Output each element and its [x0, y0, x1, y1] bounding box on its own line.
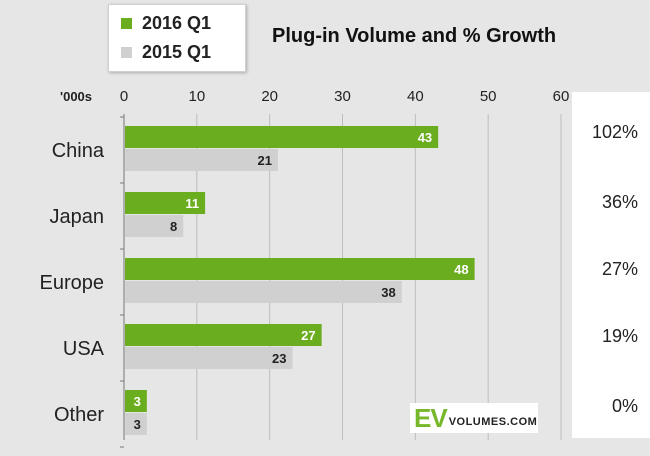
data-label-other-2016: 3: [134, 394, 141, 409]
legend-swatch-2015: [121, 47, 132, 58]
legend-swatch-2016: [121, 18, 132, 29]
labels-layer: 0 10 20 30 40 50 60 '000s China 43 21 Japan 11 8 Europ…: [40, 88, 570, 432]
category-label-china: China: [52, 140, 105, 162]
x-tick-label-20: 20: [261, 88, 278, 105]
x-tick-label-0: 0: [120, 88, 128, 105]
x-tick-label-60: 60: [553, 88, 570, 105]
bar-other-2016: [125, 390, 147, 412]
legend-label-2015: 2015 Q1: [142, 42, 212, 62]
bars-layer: [125, 126, 475, 435]
legend-item-2015: 2015 Q1: [121, 42, 211, 63]
legend: 2016 Q1 2015 Q1: [108, 4, 246, 72]
data-label-usa-2015: 23: [272, 351, 286, 366]
category-label-europe: Europe: [40, 272, 105, 294]
data-label-europe-2016: 48: [454, 262, 468, 277]
legend-label-2016: 2016 Q1: [142, 13, 212, 33]
bar-usa-2015: [125, 347, 293, 369]
bar-europe-2016: [125, 258, 475, 280]
data-label-other-2015: 3: [134, 417, 141, 432]
category-label-usa: USA: [63, 338, 105, 360]
bar-japan-2016: [125, 192, 206, 214]
bar-japan-2015: [125, 215, 184, 237]
growth-panel: 102% 36% 27% 19% 0%: [572, 92, 650, 438]
data-label-japan-2015: 8: [170, 219, 177, 234]
data-label-japan-2016: 11: [185, 196, 199, 211]
growth-value-japan: 36%: [601, 192, 638, 212]
data-label-usa-2016: 27: [301, 328, 315, 343]
growth-value-other: 0%: [611, 396, 638, 416]
bar-other-2015: [125, 413, 147, 435]
bar-europe-2015: [125, 281, 402, 303]
bar-usa-2016: [125, 324, 322, 346]
unit-label: '000s: [60, 89, 92, 104]
category-label-other: Other: [54, 404, 104, 426]
data-label-china-2016: 43: [418, 130, 432, 145]
data-label-europe-2015: 38: [381, 285, 395, 300]
x-tick-label-50: 50: [480, 88, 497, 105]
bar-china-2015: [125, 149, 278, 171]
growth-value-usa: 19%: [601, 326, 638, 346]
bar-china-2016: [125, 126, 439, 148]
x-tick-label-30: 30: [334, 88, 351, 105]
legend-item-2016: 2016 Q1: [121, 13, 211, 34]
data-label-china-2015: 21: [257, 153, 271, 168]
growth-value-europe: 27%: [601, 259, 638, 279]
evvolumes-logo: EV VOLUMES.COM: [410, 403, 538, 433]
growth-value-china: 102%: [591, 122, 638, 142]
x-tick-label-10: 10: [188, 88, 205, 105]
x-tick-label-40: 40: [407, 88, 424, 105]
logo-ev-text: EV: [414, 403, 448, 433]
chart-title: Plug-in Volume and % Growth: [272, 25, 557, 47]
category-label-japan: Japan: [50, 206, 105, 228]
logo-volumes-text: VOLUMES.COM: [448, 416, 538, 428]
